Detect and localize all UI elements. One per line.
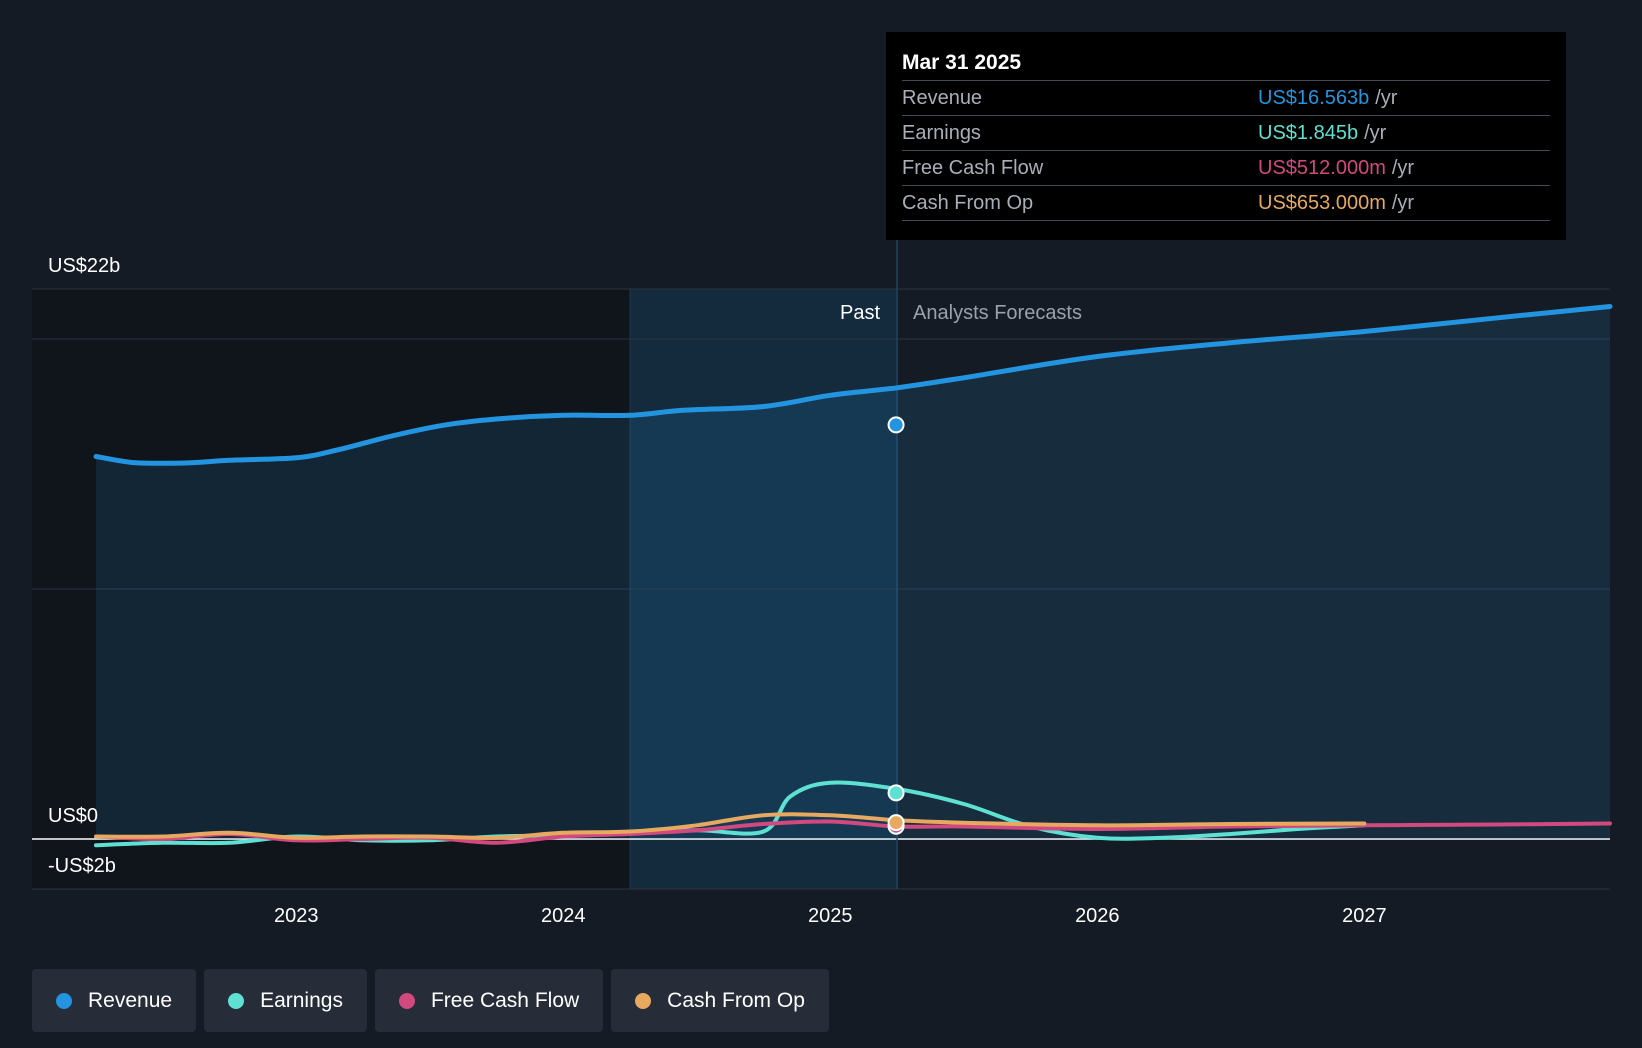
x-tick-label: 2023 bbox=[274, 905, 319, 927]
y-axis-zero-label: US$0 bbox=[48, 805, 98, 827]
revenue-area bbox=[96, 306, 1610, 839]
tooltip-unit: /yr bbox=[1364, 122, 1387, 144]
legend-item-cash-from-op[interactable]: Cash From Op bbox=[611, 969, 829, 1032]
legend-item-earnings[interactable]: Earnings bbox=[204, 969, 367, 1032]
tooltip-value: US$653.000m bbox=[1258, 192, 1386, 214]
legend-label: Cash From Op bbox=[667, 988, 805, 1012]
cash-from-op-line bbox=[94, 812, 1367, 840]
legend-item-free-cash-flow[interactable]: Free Cash Flow bbox=[374, 969, 604, 1032]
tooltip-row-revenue: Revenue US$16.563b/yr bbox=[902, 80, 1550, 115]
tooltip-label: Revenue bbox=[902, 87, 983, 109]
earnings-marker bbox=[887, 784, 905, 802]
x-tick-label: 2026 bbox=[1075, 905, 1120, 927]
revenue-marker bbox=[887, 416, 905, 434]
tooltip-label: Earnings bbox=[902, 122, 981, 144]
tooltip-unit: /yr bbox=[1391, 157, 1415, 179]
tooltip-label: Free Cash Flow bbox=[902, 157, 1044, 179]
x-tick-label: 2024 bbox=[541, 905, 586, 927]
y-axis-bottom-label: -US$2b bbox=[48, 855, 116, 877]
free-cash-flow-line bbox=[94, 819, 1612, 845]
x-tick-label: 2025 bbox=[808, 905, 853, 927]
tooltip-row-free-cash-flow: Free Cash Flow US$512.000m/yr bbox=[902, 150, 1550, 185]
legend-item-revenue[interactable]: Revenue bbox=[32, 969, 197, 1032]
legend-label: Revenue bbox=[88, 988, 173, 1012]
legend-label: Earnings bbox=[260, 988, 343, 1012]
tooltip-value: US$16.563b bbox=[1258, 87, 1370, 109]
cash-from-op-marker bbox=[887, 814, 905, 832]
past-label: Past bbox=[840, 302, 880, 324]
legend-label: Free Cash Flow bbox=[430, 988, 580, 1012]
tooltip-row-cash-from-op: Cash From Op US$653.000m/yr bbox=[902, 185, 1550, 221]
tooltip-label: Cash From Op bbox=[902, 192, 1034, 214]
legend-dot-icon bbox=[228, 992, 245, 1009]
tooltip-unit: /yr bbox=[1375, 87, 1398, 109]
legend-dot-icon bbox=[635, 992, 652, 1009]
x-tick-label: 2027 bbox=[1342, 905, 1387, 927]
forecast-label: Analysts Forecasts bbox=[913, 302, 1082, 324]
tooltip-value: US$512.000m bbox=[1258, 157, 1386, 179]
legend-dot-icon bbox=[398, 992, 415, 1009]
tooltip-value: US$1.845b bbox=[1258, 122, 1359, 144]
tooltip-row-earnings: Earnings US$1.845b/yr bbox=[902, 115, 1550, 150]
tooltip-unit: /yr bbox=[1391, 192, 1415, 214]
y-axis-top-label: US$22b bbox=[48, 255, 120, 277]
revenue-line bbox=[93, 304, 1613, 466]
tooltip: Mar 31 2025 Revenue US$16.563b/yr Earnin… bbox=[886, 32, 1566, 240]
legend: Revenue Earnings Free Cash Flow Cash Fro… bbox=[32, 969, 829, 1032]
legend-dot-icon bbox=[56, 992, 72, 1009]
tooltip-date: Mar 31 2025 bbox=[902, 51, 1022, 74]
